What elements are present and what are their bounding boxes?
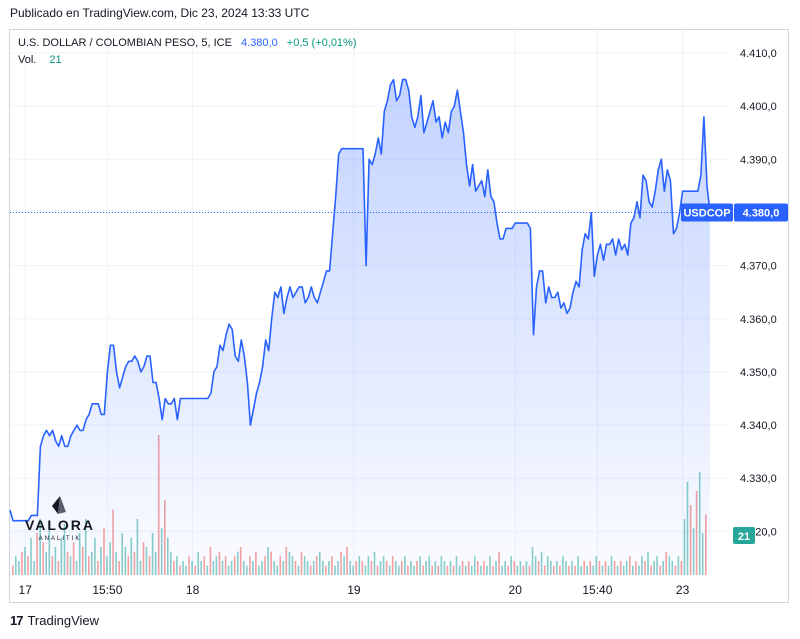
published-caption: Publicado en TradingView.com, Dic 23, 20… (10, 6, 310, 20)
chart-legend: U.S. DOLLAR / COLOMBIAN PESO, 5, ICE 4.3… (18, 35, 357, 69)
volume-tag-value: 21 (738, 531, 750, 543)
y-tick-label: 4.350,0 (740, 367, 777, 379)
y-tick-label: 4.370,0 (740, 261, 777, 273)
x-tick-label: 18 (186, 583, 200, 597)
y-tick-label: 4.330,0 (740, 473, 777, 485)
legend-change: +0,5 (+0,01%) (286, 37, 357, 49)
footer-brand-label: TradingView (27, 613, 100, 628)
price-tag-ticker: USDCOP (683, 207, 730, 219)
price-tag-value: 4.380,0 (743, 207, 780, 219)
x-tick-label: 15:40 (582, 583, 612, 597)
x-tick-label: 17 (19, 583, 33, 597)
price-area-fill (10, 79, 710, 575)
legend-volume-label: Vol. (18, 54, 37, 66)
legend-last-price: 4.380,0 (241, 37, 278, 49)
footer-brand[interactable]: 17 TradingView (10, 613, 99, 628)
x-tick-label: 15:50 (92, 583, 122, 597)
y-tick-label: 4.390,0 (740, 154, 777, 166)
tradingview-logo-icon: 17 (10, 613, 24, 628)
legend-volume-value: 21 (49, 54, 62, 66)
y-tick-label: 4.360,0 (740, 314, 777, 326)
price-tag-value-bg (734, 203, 788, 222)
svg-text:VALORA: VALORA (25, 517, 95, 533)
y-tick-label: 4.410,0 (740, 48, 777, 60)
svg-text:ANALITIK: ANALITIK (39, 536, 82, 542)
chart-frame (9, 29, 789, 603)
y-tick-label: 4.400,0 (740, 101, 777, 113)
x-tick-label: 19 (347, 583, 361, 597)
legend-symbol: U.S. DOLLAR / COLOMBIAN PESO, 5, ICE (18, 37, 232, 49)
last-price-tag: USDCOP 4.380,0 (681, 203, 788, 222)
x-tick-label: 23 (676, 583, 690, 597)
volume-tag-bg (733, 527, 755, 544)
price-line (9, 78, 711, 522)
y-tick-label: 4.340,0 (740, 420, 777, 432)
x-tick-label: 20 (509, 583, 523, 597)
valora-watermark-logo: VALORA ANALITIK (25, 496, 95, 542)
price-tag-ticker-bg (681, 203, 733, 222)
